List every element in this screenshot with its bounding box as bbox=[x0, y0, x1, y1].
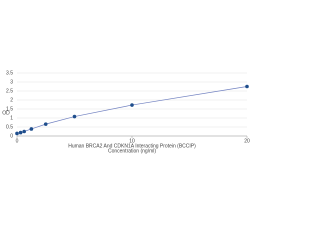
data-point bbox=[29, 127, 34, 131]
curve bbox=[16, 86, 248, 134]
chart: OD Human BRCA2 And CDKN1A Interacting Pr… bbox=[2, 70, 250, 154]
data-point bbox=[130, 103, 134, 107]
x-tick-label: 10 bbox=[129, 138, 135, 144]
data-point bbox=[72, 114, 77, 119]
x-tick-label: 0 bbox=[16, 138, 19, 144]
data-point bbox=[245, 84, 249, 89]
y-tick-label: 2 bbox=[10, 97, 13, 103]
y-tick-label: 1.5 bbox=[6, 106, 13, 112]
x-axis-label: Human BRCA2 And CDKN1A Interacting Prote… bbox=[68, 143, 196, 149]
y-tick-label: 0.5 bbox=[6, 124, 13, 130]
x-axis-label: Concentration (ng/ml) bbox=[108, 148, 156, 154]
data-point bbox=[22, 129, 26, 134]
y-tick-label: 3.5 bbox=[6, 70, 13, 76]
y-tick-label: 0 bbox=[10, 133, 13, 139]
data-point bbox=[15, 131, 19, 136]
data-point bbox=[43, 122, 48, 126]
y-tick-label: 3 bbox=[10, 79, 13, 85]
y-axis-label: OD bbox=[2, 110, 10, 116]
data-point bbox=[18, 130, 23, 135]
y-tick-label: 1 bbox=[10, 115, 13, 121]
y-tick-label: 2.5 bbox=[6, 88, 13, 94]
x-tick-label: 20 bbox=[244, 138, 250, 144]
